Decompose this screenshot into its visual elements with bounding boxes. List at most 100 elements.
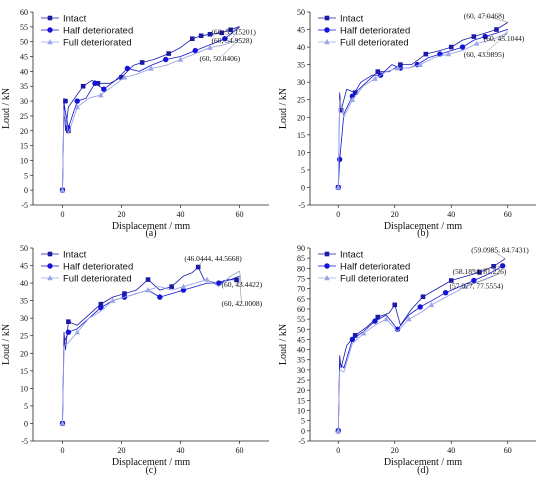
marker-p2-s1-1 bbox=[338, 107, 344, 113]
y-tick-label-4-1: 0 bbox=[301, 427, 305, 436]
panel-4: 0 20 40 60-50510152025303540455055606570758… bbox=[278, 244, 536, 476]
marker-p1-s1-9 bbox=[198, 33, 204, 39]
y-tick-label-2-8: 35 bbox=[297, 61, 305, 70]
y-axis-title-1: Loud / kN bbox=[1, 88, 12, 129]
marker-p1-s2-3 bbox=[92, 80, 98, 86]
marker-p2-s1-2 bbox=[352, 90, 358, 96]
y-tick-label-4-8: 35 bbox=[297, 356, 305, 365]
marker-p1-s1-11 bbox=[219, 30, 225, 36]
marker-p4-s1-5 bbox=[448, 278, 454, 283]
y-tick-label-4-0: -5 bbox=[298, 437, 305, 446]
marker-p3-s1-3 bbox=[122, 291, 127, 296]
series-line-p2-3 bbox=[337, 32, 508, 188]
annotation-leader-1-0 bbox=[231, 26, 240, 32]
legend-label-3-1: Half deteriorated bbox=[63, 262, 133, 273]
series-line-p1-2 bbox=[62, 26, 240, 191]
marker-p4-s1-3 bbox=[392, 302, 398, 308]
marker-p3-s2-1 bbox=[65, 329, 72, 335]
marker-p2-s1-3 bbox=[375, 69, 381, 74]
y-tick-label-1-6: 25 bbox=[20, 112, 28, 121]
x-axis-title-2: Displacement / mm bbox=[384, 221, 463, 232]
marker-p4-s2-5 bbox=[442, 289, 449, 296]
y-tick-label-1-7: 30 bbox=[20, 97, 28, 106]
marker-p4-s3-legend bbox=[324, 275, 330, 281]
x-tick-label-2-1: 20 bbox=[391, 210, 399, 219]
y-tick-label-3-10: 45 bbox=[20, 262, 28, 271]
marker-p4-s2-2 bbox=[372, 318, 378, 324]
annotation-leader-3-0 bbox=[198, 257, 205, 268]
y-tick-label-4-5: 20 bbox=[297, 386, 305, 395]
y-tick-label-4-14: 65 bbox=[297, 295, 305, 304]
annotation-leader-4-1 bbox=[472, 265, 503, 272]
x-tick-label-4-1: 20 bbox=[391, 446, 399, 455]
marker-p1-s1-4 bbox=[95, 80, 101, 86]
marker-p4-s2-4 bbox=[417, 304, 423, 310]
annotation-2-0: (60, 47.0468) bbox=[464, 11, 505, 20]
y-tick-label-1-0: -5 bbox=[21, 201, 28, 210]
y-tick-label-1-2: 5 bbox=[24, 171, 28, 180]
y-tick-label-3-2: 5 bbox=[24, 402, 28, 411]
marker-p4-s1-4 bbox=[420, 294, 426, 300]
y-tick-label-3-11: 50 bbox=[20, 244, 28, 253]
marker-p1-s3-0 bbox=[59, 187, 66, 193]
marker-p2-s3-2 bbox=[372, 75, 378, 81]
annotation-4-1: (58.1854, 81.226) bbox=[453, 267, 507, 276]
x-tick-label-4-2: 40 bbox=[447, 446, 455, 455]
legend-label-3-0: Intact bbox=[63, 250, 87, 261]
y-tick-label-3-6: 25 bbox=[20, 332, 28, 341]
marker-p1-s3-2 bbox=[98, 92, 104, 98]
y-tick-label-4-3: 10 bbox=[297, 407, 305, 416]
marker-p1-s3-4 bbox=[148, 65, 154, 71]
y-tick-label-1-10: 45 bbox=[20, 53, 28, 62]
marker-p3-s1-7 bbox=[234, 277, 239, 283]
panel-label-2: (b) bbox=[417, 228, 429, 239]
y-tick-label-3-4: 15 bbox=[20, 367, 28, 376]
marker-p1-s1-7 bbox=[166, 51, 171, 56]
x-tick-label-2-3: 60 bbox=[504, 210, 512, 219]
panel-label-4: (d) bbox=[417, 465, 429, 476]
annotation-1-0: (60, 55.15201) bbox=[212, 27, 257, 36]
annotation-4-0: (59.0985, 84.7431) bbox=[471, 246, 529, 255]
marker-p2-s1-6 bbox=[448, 44, 454, 50]
marker-p4-s1-7 bbox=[491, 263, 496, 269]
marker-p4-s3-1 bbox=[360, 330, 367, 336]
y-tick-label-4-4: 15 bbox=[297, 396, 305, 405]
series-line-p3-3 bbox=[62, 270, 240, 424]
marker-p3-s2-2 bbox=[98, 304, 104, 311]
y-tick-label-4-9: 40 bbox=[297, 346, 305, 355]
legend-label-2-0: Intact bbox=[340, 14, 364, 25]
marker-p3-s3-1 bbox=[74, 329, 81, 335]
annotation-3-2: (60, 42.0008) bbox=[222, 299, 263, 308]
x-tick-label-4-0: 0 bbox=[336, 446, 340, 455]
y-tick-label-4-13: 60 bbox=[297, 305, 305, 314]
x-tick-label-4-3: 60 bbox=[504, 446, 512, 455]
marker-p3-s2-legend bbox=[47, 263, 53, 269]
marker-p1-s3-legend bbox=[47, 39, 53, 45]
y-tick-label-4-19: 90 bbox=[297, 244, 305, 253]
y-tick-label-1-8: 35 bbox=[20, 82, 28, 91]
series-line-p1-1 bbox=[62, 26, 240, 191]
legend-label-1-2: Full deteriorated bbox=[63, 38, 132, 49]
y-tick-label-4-7: 30 bbox=[297, 366, 305, 375]
x-tick-label-3-1: 20 bbox=[118, 446, 126, 455]
marker-p1-s2-legend bbox=[47, 27, 53, 33]
marker-p4-s2-legend bbox=[324, 263, 330, 269]
marker-p2-s1-4 bbox=[398, 62, 403, 67]
marker-p2-s2-legend bbox=[324, 27, 330, 33]
marker-p1-s2-5 bbox=[124, 65, 131, 72]
y-tick-label-1-5: 20 bbox=[20, 127, 28, 136]
series-line-p3-2 bbox=[62, 275, 240, 424]
marker-p3-s2-4 bbox=[157, 294, 163, 300]
x-tick-label-3-3: 60 bbox=[236, 446, 244, 455]
marker-p1-s1-5 bbox=[119, 75, 124, 80]
annotation-1-2: (60, 50.8406) bbox=[200, 54, 241, 63]
legend-label-2-1: Half deteriorated bbox=[340, 26, 410, 37]
y-axis-title-4: Loud / kN bbox=[278, 324, 289, 365]
marker-p1-s1-2 bbox=[66, 128, 71, 134]
y-tick-label-2-10: 45 bbox=[297, 26, 305, 35]
y-tick-label-2-5: 20 bbox=[297, 113, 305, 122]
legend-label-4-0: Intact bbox=[340, 250, 364, 261]
y-tick-label-2-6: 25 bbox=[297, 96, 305, 105]
marker-p4-s1-6 bbox=[477, 270, 482, 275]
